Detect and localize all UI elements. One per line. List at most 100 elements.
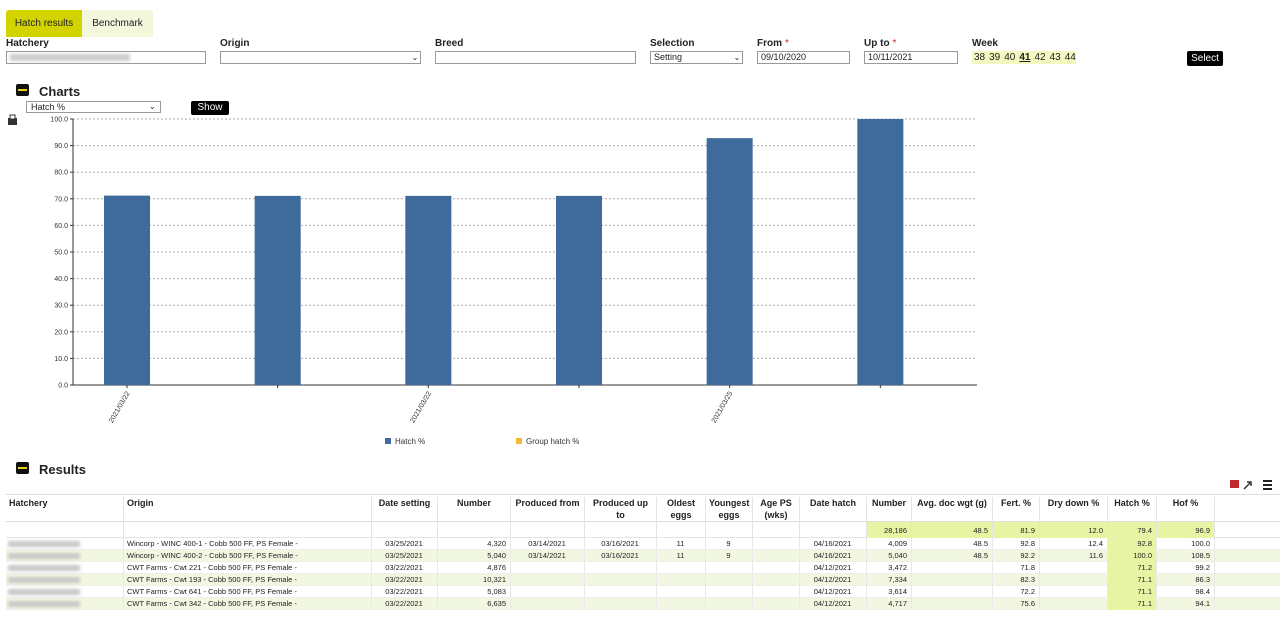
input[interactable] bbox=[6, 51, 391, 64]
table-cell: 04/16/2021 bbox=[800, 538, 867, 550]
week[interactable]: 38 bbox=[974, 52, 986, 63]
table-cell bbox=[706, 562, 753, 574]
column-header[interactable]: Date setting bbox=[372, 497, 438, 522]
table-cell bbox=[511, 562, 585, 574]
column-header[interactable]: Produced up to bbox=[585, 497, 657, 522]
week[interactable]: 43 bbox=[1049, 52, 1061, 63]
table-cell: 04/16/2021 bbox=[800, 550, 867, 562]
column-header[interactable]: Hatchery bbox=[6, 497, 124, 522]
column-header[interactable]: Date hatch bbox=[800, 497, 867, 522]
column-header[interactable]: Fert. % bbox=[993, 497, 1040, 522]
table-cell bbox=[6, 550, 124, 562]
filter-label-text: Breed bbox=[435, 38, 464, 49]
blurred-value bbox=[8, 541, 80, 547]
table-cell: 11.6 bbox=[1040, 550, 1108, 562]
columns-icon[interactable] bbox=[1263, 480, 1272, 490]
tab[interactable]: Hatch results bbox=[6, 10, 82, 37]
input[interactable]: 10/11/2021 bbox=[864, 51, 958, 64]
pdf-icon[interactable] bbox=[1230, 480, 1239, 488]
y-tick-label: 50.0 bbox=[54, 250, 68, 257]
y-tick-label: 60.0 bbox=[54, 223, 68, 230]
legend-label[interactable]: Group hatch % bbox=[526, 437, 579, 446]
print-icon[interactable] bbox=[8, 114, 17, 125]
table-cell: 11 bbox=[657, 550, 706, 562]
blurred-value bbox=[8, 589, 80, 595]
table-cell: 3,614 bbox=[867, 586, 912, 598]
header-row-bg bbox=[6, 495, 1280, 522]
table-cell: 100.0 bbox=[1157, 538, 1215, 550]
table-cell: 92.8 bbox=[993, 538, 1040, 550]
table-cell: 5,040 bbox=[867, 550, 912, 562]
total-cell: 79.4 bbox=[1108, 522, 1157, 538]
total-cell: 28,186 bbox=[867, 522, 912, 538]
column-header[interactable]: Hof % bbox=[1157, 497, 1215, 522]
x-tick-label: 2021/03/22 bbox=[409, 390, 433, 424]
column-header[interactable]: Age PS (wks) bbox=[753, 497, 800, 522]
input-value: 10/11/2021 bbox=[868, 52, 913, 62]
filter-label: Up to * bbox=[864, 38, 964, 50]
show-button[interactable]: Show bbox=[191, 101, 229, 115]
table-row[interactable]: CWT Farms - Cwt 342 - Cobb 500 FF, PS Fe… bbox=[6, 598, 1280, 610]
section-title: Results bbox=[39, 462, 86, 477]
export-icon[interactable] bbox=[1243, 481, 1252, 490]
blurred-value bbox=[8, 565, 80, 571]
table-cell: 48.5 bbox=[912, 538, 993, 550]
x-tick-label: 2021/03/22 bbox=[108, 390, 132, 424]
table-row[interactable]: CWT Farms - Cwt 221 - Cobb 500 FF, PS Fe… bbox=[6, 562, 1280, 574]
week[interactable]: 41 bbox=[1019, 52, 1031, 63]
week[interactable]: 40 bbox=[1004, 52, 1016, 63]
table-cell: 03/14/2021 bbox=[511, 538, 585, 550]
week[interactable]: 39 bbox=[989, 52, 1001, 63]
week[interactable]: 42 bbox=[1034, 52, 1046, 63]
table-cell bbox=[912, 586, 993, 598]
column-header[interactable]: Number bbox=[438, 497, 511, 522]
table-row[interactable]: Wincorp - WINC 400-2 - Cobb 500 FF, PS F… bbox=[6, 550, 1280, 562]
column-header[interactable]: Dry down % bbox=[1040, 497, 1108, 522]
cell-border bbox=[706, 522, 753, 538]
dropdown[interactable]: ⌄ bbox=[220, 51, 421, 64]
required-marker: * bbox=[892, 38, 897, 49]
table-cell: 03/25/2021 bbox=[372, 538, 438, 550]
chart-dropdown[interactable]: Hatch % ⌄ bbox=[26, 101, 161, 113]
select-button[interactable]: Select bbox=[1187, 51, 1223, 66]
table-cell bbox=[6, 586, 124, 598]
tab[interactable]: Benchmark bbox=[82, 10, 153, 37]
column-header[interactable]: Origin bbox=[124, 497, 372, 522]
filter-label: Breed bbox=[435, 38, 535, 50]
table-cell bbox=[657, 598, 706, 610]
cell-border bbox=[124, 522, 372, 538]
cell-border bbox=[800, 522, 867, 538]
table-row[interactable]: CWT Farms - Cwt 641 - Cobb 500 FF, PS Fe… bbox=[6, 586, 1280, 598]
table-cell bbox=[753, 598, 800, 610]
column-header[interactable]: Avg. doc wgt (g) bbox=[912, 497, 993, 522]
table-cell: 6,635 bbox=[438, 598, 511, 610]
column-header[interactable]: Hatch % bbox=[1108, 497, 1157, 522]
table-cell: 03/22/2021 bbox=[372, 574, 438, 586]
column-header[interactable]: Oldest eggs bbox=[657, 497, 706, 522]
table-cell: CWT Farms - Cwt 342 - Cobb 500 FF, PS Fe… bbox=[124, 598, 372, 610]
column-header[interactable]: Produced from bbox=[511, 497, 585, 522]
week[interactable]: 44 bbox=[1064, 52, 1076, 63]
legend-label[interactable]: Hatch % bbox=[395, 437, 425, 446]
input[interactable]: 09/10/2020 bbox=[757, 51, 850, 64]
table-row[interactable]: Wincorp - WINC 400-1 - Cobb 500 FF, PS F… bbox=[6, 538, 1280, 550]
table-cell bbox=[1040, 598, 1108, 610]
table-cell: 7,334 bbox=[867, 574, 912, 586]
table-cell bbox=[753, 586, 800, 598]
table-cell: Wincorp - WINC 400-2 - Cobb 500 FF, PS F… bbox=[124, 550, 372, 562]
table-cell bbox=[706, 598, 753, 610]
input[interactable] bbox=[435, 51, 822, 64]
y-tick-label: 20.0 bbox=[54, 329, 68, 336]
column-header[interactable]: Number bbox=[867, 497, 912, 522]
table-row[interactable]: CWT Farms - Cwt 193 - Cobb 500 FF, PS Fe… bbox=[6, 574, 1280, 586]
table-cell: 03/22/2021 bbox=[372, 586, 438, 598]
input-value: Setting bbox=[654, 52, 683, 62]
table-cell: 9 bbox=[706, 550, 753, 562]
table-cell bbox=[912, 574, 993, 586]
dropdown[interactable]: Setting ⌄ bbox=[650, 51, 743, 64]
table-cell: 75.6 bbox=[993, 598, 1040, 610]
column-header[interactable]: Youngest eggs bbox=[706, 497, 753, 522]
table-cell bbox=[753, 538, 800, 550]
table-cell: 92.8 bbox=[1108, 538, 1157, 550]
section-icon bbox=[16, 462, 29, 474]
